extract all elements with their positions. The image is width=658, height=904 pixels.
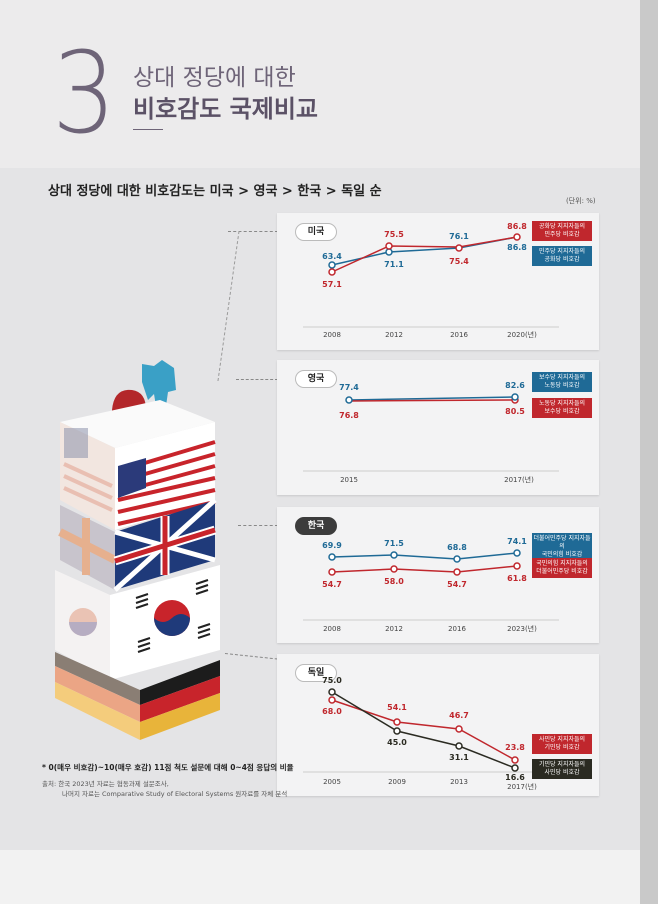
svg-text:45.0: 45.0: [387, 738, 407, 747]
legend-uk-red: 노동당 지지자들의 보수당 비호감: [532, 398, 592, 418]
chart-uk: 77.4 76.8 82.6 80.5 2015 2017(년): [303, 381, 559, 484]
legend-us-blue: 민주당 지지자들의 공화당 비호감: [532, 246, 592, 266]
svg-text:23.8: 23.8: [505, 743, 525, 752]
svg-text:54.7: 54.7: [322, 580, 342, 589]
svg-text:54.7: 54.7: [447, 580, 467, 589]
title-line-1: 상대 정당에 대한: [133, 65, 296, 91]
us-blue-2020: 86.8: [507, 243, 527, 252]
svg-text:75.0: 75.0: [322, 676, 342, 685]
leader-uk: [236, 379, 278, 380]
svg-text:2016: 2016: [450, 331, 468, 339]
subheadline: 상대 정당에 대한 비호감도는 미국 > 영국 > 한국 > 독일 순: [48, 184, 382, 199]
svg-text:2016: 2016: [448, 625, 466, 633]
svg-text:69.9: 69.9: [322, 541, 342, 550]
legend-de-red: 사민당 지지자들의 기민당 비호감: [532, 734, 592, 754]
svg-text:80.5: 80.5: [505, 407, 525, 416]
us-blue-2008: 63.4: [322, 252, 342, 261]
page-bottom: [0, 850, 640, 904]
panel-kr: 한국 69.9 71.5 68.8 74.1 54.7 58.0 54.7 61…: [277, 507, 599, 643]
svg-text:71.5: 71.5: [384, 539, 404, 548]
footnote: * 0(매우 비호감)~10(매우 호감) 11점 척도 설문에 대해 0~4점…: [42, 763, 294, 772]
svg-text:54.1: 54.1: [387, 703, 407, 712]
svg-text:2020(년): 2020(년): [507, 330, 537, 339]
unit-label: (단위: %): [566, 197, 596, 205]
us-red-2016: 75.4: [449, 257, 469, 266]
svg-text:58.0: 58.0: [384, 577, 404, 586]
svg-text:76.8: 76.8: [339, 411, 359, 420]
svg-text:2017(년): 2017(년): [507, 782, 537, 791]
chart-de: 75.0 68.0 54.1 45.0 46.7 31.1 23.8 16.6 …: [303, 676, 559, 791]
source-line-2: 나머지 자료는 Comparative Study of Electoral S…: [62, 790, 288, 798]
leader-kr: [238, 525, 278, 526]
svg-text:82.6: 82.6: [505, 381, 525, 390]
leader-us: [228, 231, 278, 232]
svg-text:2012: 2012: [385, 331, 403, 339]
svg-text:68.8: 68.8: [447, 543, 467, 552]
us-red-2012: 75.5: [384, 230, 404, 239]
legend-us-red: 공화당 지지자들의 민주당 비호감: [532, 221, 592, 241]
svg-text:31.1: 31.1: [449, 753, 469, 762]
country-pill-us: 미국: [295, 223, 337, 241]
svg-text:2013: 2013: [450, 778, 468, 786]
title-line-2: 비호감도 국제비교: [133, 95, 318, 123]
legend-uk-blue: 보수당 지지자들의 노동당 비호감: [532, 372, 592, 392]
flag-cubes-illustration: [55, 360, 220, 740]
source-line-1: 출처: 한국 2023년 자료는 협동과제 설문조사,: [42, 780, 169, 788]
svg-text:2017(년): 2017(년): [504, 475, 534, 484]
svg-text:2009: 2009: [388, 778, 406, 786]
svg-text:2005: 2005: [323, 778, 341, 786]
legend-de-dark: 기민당 지지자들의 사민당 비호감: [532, 759, 592, 779]
svg-text:46.7: 46.7: [449, 711, 469, 720]
svg-text:68.0: 68.0: [322, 707, 342, 716]
us-blue-2016: 76.1: [449, 232, 469, 241]
svg-text:2023(년): 2023(년): [507, 624, 537, 633]
section-number: 3: [52, 29, 116, 159]
title-rule: [133, 129, 163, 130]
us-red-2008: 57.1: [322, 280, 342, 289]
us-blue-2012: 71.1: [384, 260, 404, 269]
panel-uk: 영국 77.4 76.8 82.6 80.5 2015 2017(년) 보수당 …: [277, 360, 599, 495]
country-pill-de: 독일: [295, 664, 337, 682]
chart-kr: 69.9 71.5 68.8 74.1 54.7 58.0 54.7 61.8 …: [303, 537, 559, 633]
country-pill-kr: 한국: [295, 517, 337, 535]
country-pill-uk: 영국: [295, 370, 337, 388]
svg-text:2012: 2012: [385, 625, 403, 633]
panel-de: 독일 75.0 68.0 54.1 45.0 46.7 31.1 23.8 16…: [277, 654, 599, 796]
svg-text:61.8: 61.8: [507, 574, 527, 583]
svg-text:2008: 2008: [323, 625, 341, 633]
svg-text:16.6: 16.6: [505, 773, 525, 782]
us-red-2020: 86.8: [507, 222, 527, 231]
chart-us: 63.4 57.1 75.5 71.1 76.1 75.4 86.8 86.8 …: [303, 222, 559, 339]
svg-text:74.1: 74.1: [507, 537, 527, 546]
page-edge: [640, 0, 658, 904]
svg-text:2008: 2008: [323, 331, 341, 339]
svg-text:2015: 2015: [340, 476, 358, 484]
svg-text:77.4: 77.4: [339, 383, 359, 392]
legend-kr-blue: 더불어민주당 지지자들의 국민의힘 비호감: [532, 533, 592, 561]
panel-us: 미국 63.4 57.1 75.5 71.1 76.1 75.4 86.8 86…: [277, 213, 599, 350]
legend-kr-red: 국민의힘 지지자들의 더불어민주당 비호감: [532, 558, 592, 578]
